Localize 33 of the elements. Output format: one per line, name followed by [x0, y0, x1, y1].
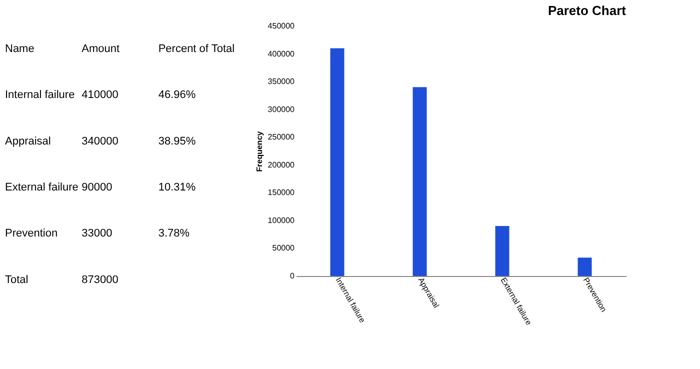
text: Percent of Total — [158, 43, 235, 56]
chart-title: Pareto Chart — [548, 3, 627, 18]
text: 90000 — [82, 182, 112, 194]
y-tick-label: 350000 — [268, 77, 296, 86]
text: 340000 — [82, 135, 118, 148]
y-tick-label: 200000 — [268, 160, 296, 170]
y-tick-label: 0 — [290, 272, 296, 280]
text: 10.31% — [158, 182, 196, 194]
y-tick-label: 100000 — [268, 216, 296, 225]
text: 410000 — [82, 89, 118, 102]
bar — [578, 258, 592, 276]
text: 873000 — [82, 274, 118, 286]
text: Appraisal — [5, 135, 51, 148]
bar — [412, 87, 427, 276]
y-axis-title: Frequency — [254, 130, 264, 172]
bar — [330, 48, 344, 276]
text: Total — [5, 274, 28, 286]
text: Prevention — [5, 228, 58, 240]
y-tick-label: 50000 — [272, 244, 296, 253]
y-tick-label: 250000 — [268, 132, 296, 142]
text: 33000 — [82, 228, 112, 240]
text: 38.95% — [158, 135, 196, 148]
text: 3.78% — [158, 228, 190, 240]
y-tick-label: 150000 — [268, 188, 296, 198]
y-tick-label: 450000 — [268, 22, 296, 30]
y-tick-label: 400000 — [268, 49, 296, 58]
text: Name — [5, 43, 34, 56]
text: Internal failure — [5, 89, 75, 102]
y-tick-label: 300000 — [268, 104, 296, 114]
bar — [495, 226, 510, 276]
text: Amount — [82, 43, 120, 56]
text: External failure — [5, 182, 78, 194]
text: 46.96% — [158, 89, 196, 102]
